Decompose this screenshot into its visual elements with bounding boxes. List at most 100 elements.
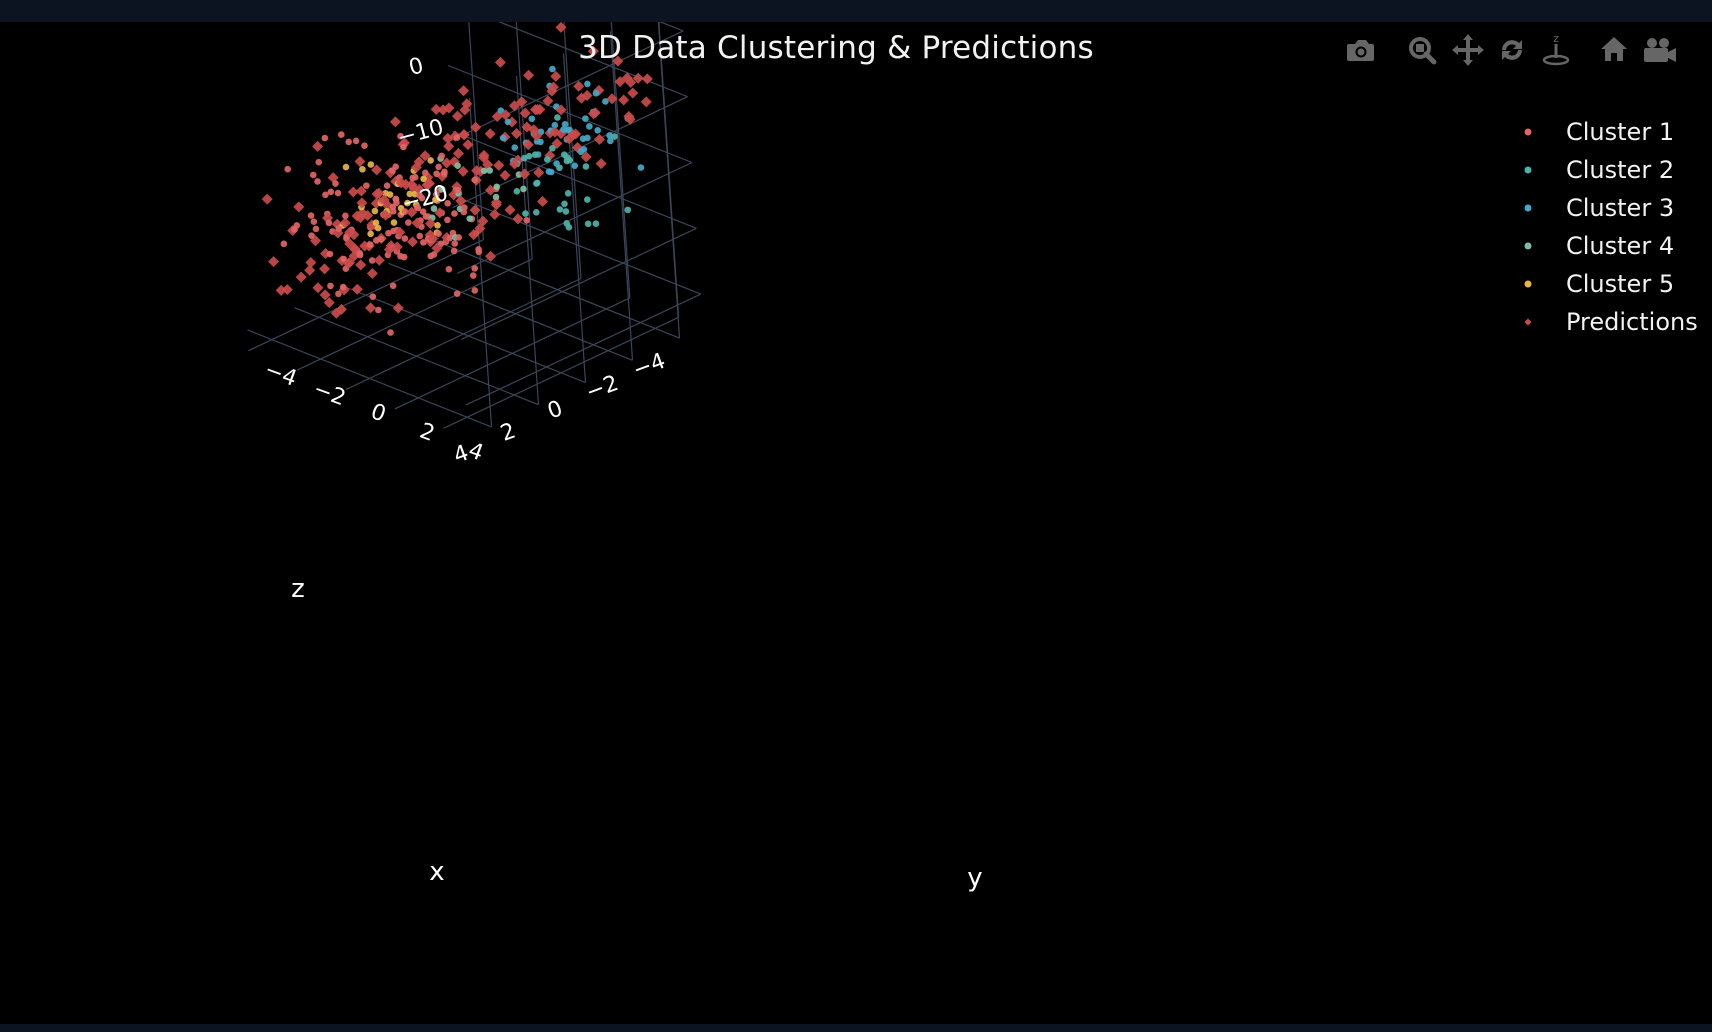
prediction-point — [355, 185, 367, 197]
legend-item-cluster-3[interactable]: Cluster 3 — [1510, 190, 1710, 228]
pan-icon[interactable] — [1448, 28, 1488, 72]
legend-marker-cluster-4 — [1524, 242, 1532, 250]
cluster-2-point — [582, 163, 590, 170]
prediction-point — [319, 263, 331, 275]
cluster-2-point — [525, 152, 533, 160]
cluster-1-point — [523, 217, 530, 224]
cluster-1-point — [411, 173, 419, 181]
cluster-1-point — [433, 191, 440, 198]
cluster-1-point — [471, 287, 479, 294]
legend-label: Cluster 4 — [1566, 232, 1675, 260]
cluster-1-point — [416, 232, 424, 240]
cluster-4-point — [480, 167, 488, 175]
cluster-2-point — [513, 188, 521, 195]
prediction-point — [595, 158, 607, 170]
cluster-5-point — [367, 230, 374, 238]
cluster-3-point — [607, 137, 614, 145]
x-tick-label: 2 — [497, 418, 519, 446]
prediction-point — [443, 140, 455, 152]
orbit-rotation-icon[interactable] — [1492, 28, 1532, 72]
prediction-point — [484, 128, 496, 140]
prediction-point — [261, 193, 273, 205]
top-bar — [0, 0, 1712, 22]
legend-item-cluster-5[interactable]: Cluster 5 — [1510, 266, 1710, 304]
cluster-1-point — [461, 204, 468, 211]
cluster-1-point — [419, 239, 427, 246]
legend-marker-cluster-3 — [1524, 204, 1532, 212]
cluster-4-point — [430, 205, 438, 212]
cluster-2-point — [549, 144, 556, 152]
prediction-point — [351, 283, 363, 295]
legend-item-cluster-2[interactable]: Cluster 2 — [1510, 152, 1710, 190]
cluster-1-point — [361, 142, 368, 149]
z-tick-label: −10 — [395, 115, 446, 151]
turntable-rotation-icon[interactable]: z — [1536, 28, 1576, 72]
prediction-point — [627, 87, 639, 99]
prediction-point — [365, 302, 377, 314]
prediction-point — [304, 264, 316, 276]
legend-item-cluster-4[interactable]: Cluster 4 — [1510, 228, 1710, 266]
cluster-1-point — [356, 249, 363, 257]
prediction-point — [356, 197, 368, 209]
prediction-point — [407, 236, 419, 248]
prediction-point — [572, 141, 584, 153]
cluster-4-point — [520, 185, 527, 193]
cluster-5-point — [342, 163, 350, 171]
cluster-1-point — [471, 176, 479, 184]
prediction-point — [355, 259, 367, 271]
prediction-point — [478, 152, 490, 164]
svg-text:z: z — [1553, 32, 1559, 45]
cluster-1-point — [433, 170, 440, 178]
cluster-3-point — [594, 126, 601, 134]
legend-label: Cluster 2 — [1566, 156, 1675, 184]
prediction-point — [632, 72, 644, 84]
cluster-3-point — [549, 65, 556, 73]
prediction-point — [563, 133, 575, 145]
legend-item-cluster-1[interactable]: Cluster 1 — [1510, 114, 1710, 152]
cluster-5-point — [432, 196, 439, 204]
zoom-icon[interactable] — [1402, 28, 1442, 72]
cluster-1-point — [418, 194, 426, 202]
camera-last-save-icon[interactable] — [1638, 28, 1678, 72]
prediction-point — [430, 103, 442, 115]
wall-grid-line — [447, 30, 684, 143]
reset-camera-icon[interactable] — [1594, 28, 1634, 72]
prediction-point — [389, 116, 401, 128]
prediction-point — [588, 108, 600, 120]
prediction-point — [431, 242, 443, 254]
camera-icon[interactable] — [1340, 28, 1380, 72]
cluster-1-point — [325, 219, 333, 227]
prediction-point — [546, 85, 558, 97]
cluster-5-point — [374, 224, 382, 232]
cluster-1-point — [366, 241, 374, 248]
cluster-1-point — [314, 178, 321, 185]
cluster-3-point — [580, 146, 588, 153]
prediction-point — [555, 104, 567, 116]
cluster-1-point — [315, 158, 323, 166]
wall-grid-line — [456, 161, 693, 275]
prediction-point — [511, 128, 523, 140]
legend-item-predictions[interactable]: Predictions — [1510, 304, 1710, 342]
cluster-3-point — [528, 115, 536, 123]
prediction-point — [458, 128, 470, 140]
cluster-1-point — [327, 282, 334, 290]
legend-label: Cluster 3 — [1566, 194, 1675, 222]
cluster-1-point — [453, 290, 461, 298]
prediction-point — [452, 110, 464, 122]
chart-title: 3D Data Clustering & Predictions — [578, 30, 1094, 66]
prediction-point — [394, 226, 406, 238]
cluster-3-point — [584, 80, 591, 88]
cluster-1-point — [471, 265, 479, 272]
cluster-2-point — [565, 224, 573, 231]
cluster-3-point — [537, 138, 544, 146]
cluster-1-point — [455, 234, 463, 241]
floor-grid-line — [443, 316, 679, 429]
prediction-point — [519, 168, 531, 180]
cluster-4-point — [493, 183, 501, 191]
prediction-point — [373, 254, 385, 266]
prediction-point — [348, 229, 360, 241]
prediction-point — [550, 70, 562, 82]
prediction-point — [504, 204, 516, 216]
